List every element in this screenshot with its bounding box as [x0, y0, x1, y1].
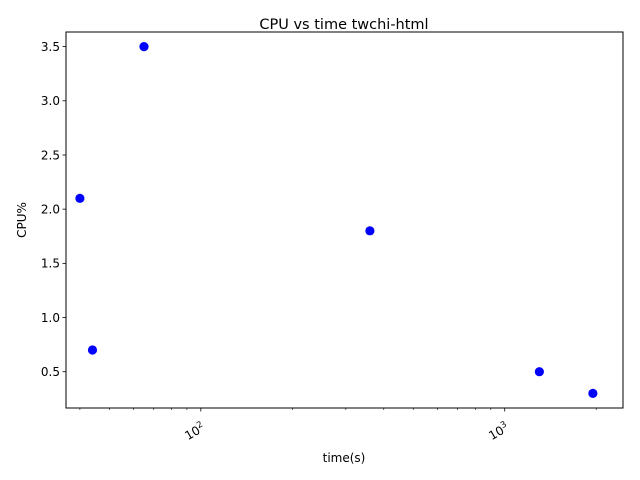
data-point — [75, 193, 85, 203]
data-points — [75, 42, 598, 398]
y-axis-label: CPU% — [15, 202, 29, 238]
data-point — [365, 226, 375, 236]
y-tick-label: 1.5 — [41, 257, 60, 271]
y-tick-label: 2.0 — [41, 202, 60, 216]
y-tick-label: 3.5 — [41, 40, 60, 54]
y-tick-label: 1.0 — [41, 311, 60, 325]
y-axis-ticks: 0.5 1.0 1.5 2.0 2.5 3.0 3.5 — [41, 40, 66, 379]
x-tick-label: 103 — [486, 420, 511, 443]
plot-frame — [65, 31, 624, 409]
data-point — [139, 42, 149, 52]
x-axis-label: time(s) — [323, 451, 366, 465]
x-tick-label: 102 — [182, 420, 207, 443]
plot-area: 0.5 1.0 1.5 2.0 2.5 3.0 3.5 102 103 — [41, 31, 624, 443]
chart-title: CPU vs time twchi-html — [259, 17, 428, 33]
data-point — [87, 345, 98, 355]
y-tick-label: 3.0 — [41, 94, 60, 108]
y-tick-label: 0.5 — [41, 365, 60, 379]
y-tick-label: 2.5 — [41, 148, 60, 162]
data-point — [588, 388, 598, 398]
data-point — [534, 367, 544, 377]
